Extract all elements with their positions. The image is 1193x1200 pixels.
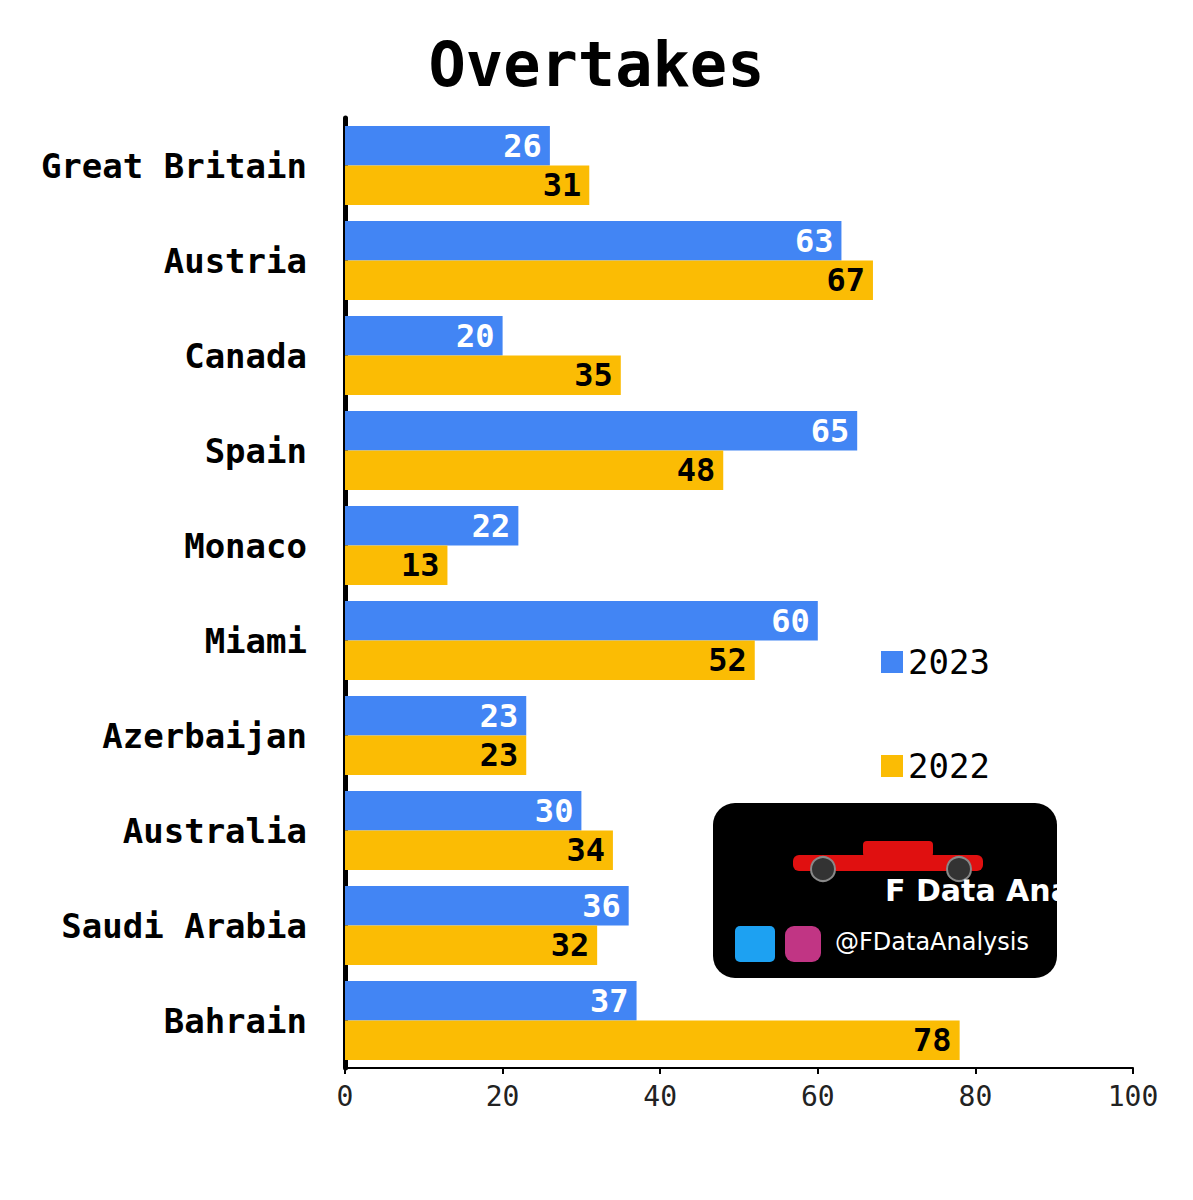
svg-text:Overtakes: Overtakes bbox=[429, 28, 765, 101]
svg-text:34: 34 bbox=[566, 831, 605, 869]
svg-text:31: 31 bbox=[543, 166, 582, 204]
svg-text:2022: 2022 bbox=[908, 746, 990, 786]
svg-text:52: 52 bbox=[708, 641, 747, 679]
svg-text:Azerbaijan: Azerbaijan bbox=[102, 716, 307, 756]
svg-text:Austria: Austria bbox=[164, 241, 307, 281]
svg-text:Miami: Miami bbox=[205, 621, 307, 661]
svg-text:40: 40 bbox=[643, 1080, 677, 1113]
svg-text:23: 23 bbox=[480, 736, 519, 774]
svg-text:30: 30 bbox=[535, 792, 574, 830]
svg-text:48: 48 bbox=[677, 451, 716, 489]
svg-text:Bahrain: Bahrain bbox=[164, 1001, 307, 1041]
svg-text:F Data Analysis: F Data Analysis bbox=[885, 873, 1147, 908]
svg-text:22: 22 bbox=[472, 507, 511, 545]
svg-text:35: 35 bbox=[574, 356, 613, 394]
svg-text:67: 67 bbox=[826, 261, 865, 299]
svg-text:2023: 2023 bbox=[908, 642, 990, 682]
svg-text:80: 80 bbox=[959, 1080, 993, 1113]
svg-text:20: 20 bbox=[486, 1080, 520, 1113]
svg-text:Great Britain: Great Britain bbox=[41, 146, 307, 186]
svg-text:78: 78 bbox=[913, 1021, 952, 1059]
svg-text:Monaco: Monaco bbox=[184, 526, 307, 566]
svg-text:Canada: Canada bbox=[184, 336, 307, 376]
svg-text:Spain: Spain bbox=[205, 431, 307, 471]
svg-text:63: 63 bbox=[795, 222, 834, 260]
svg-text:23: 23 bbox=[480, 697, 519, 735]
svg-text:37: 37 bbox=[590, 982, 629, 1020]
svg-text:65: 65 bbox=[811, 412, 850, 450]
svg-text:60: 60 bbox=[771, 602, 810, 640]
svg-text:Australia: Australia bbox=[123, 811, 307, 851]
svg-text:36: 36 bbox=[582, 887, 621, 925]
svg-text:13: 13 bbox=[401, 546, 440, 584]
svg-text:0: 0 bbox=[337, 1080, 354, 1113]
svg-text:100: 100 bbox=[1108, 1080, 1159, 1113]
svg-text:60: 60 bbox=[801, 1080, 835, 1113]
svg-text:Saudi Arabia: Saudi Arabia bbox=[61, 906, 307, 946]
svg-text:26: 26 bbox=[503, 127, 542, 165]
svg-text:20: 20 bbox=[456, 317, 495, 355]
svg-text:32: 32 bbox=[551, 926, 590, 964]
svg-text:@FDataAnalysis: @FDataAnalysis bbox=[835, 928, 1029, 956]
